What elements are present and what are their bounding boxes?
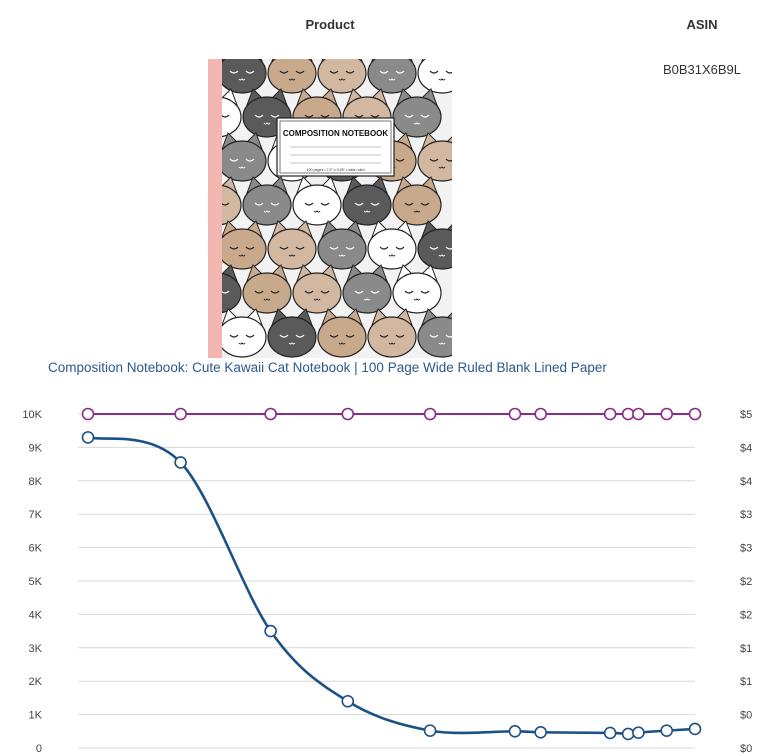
cat-face (217, 308, 267, 358)
cat-face (417, 132, 452, 182)
cover-label-box: COMPOSITION NOTEBOOK 100 pages • 7.5" x … (276, 117, 395, 177)
chart-grid (78, 413, 695, 749)
data-point[interactable] (688, 722, 702, 736)
asin-value: B0B31X6B9L (662, 62, 742, 77)
left-tick-label: 3K (29, 643, 43, 655)
right-tick-label: $3 (740, 509, 752, 521)
data-point[interactable] (508, 724, 522, 738)
right-tick-label: $3 (740, 543, 752, 555)
cat-face (242, 264, 292, 314)
column-header-asin: ASIN (686, 17, 718, 32)
data-point[interactable] (508, 407, 522, 421)
series-line (87, 436, 696, 736)
cat-face (367, 220, 417, 270)
cat-face (267, 308, 317, 358)
cat-face (417, 220, 452, 270)
data-point[interactable] (81, 407, 95, 421)
data-point[interactable] (688, 407, 702, 421)
cat-face (242, 176, 292, 226)
data-point[interactable] (632, 726, 645, 739)
left-tick-label: 5K (29, 576, 43, 588)
cat-face (367, 59, 417, 94)
cat-face (417, 59, 452, 94)
data-point[interactable] (423, 407, 437, 421)
cat-face (417, 308, 452, 358)
cat-face (317, 59, 367, 94)
data-point[interactable] (264, 407, 277, 421)
series-price (81, 407, 702, 421)
cat-face (267, 59, 317, 94)
left-tick-label: 9K (29, 442, 43, 454)
product-title-link[interactable]: Composition Notebook: Cute Kawaii Cat No… (48, 360, 607, 375)
series-rank (81, 431, 702, 741)
cat-face (342, 264, 392, 314)
data-point[interactable] (264, 624, 277, 638)
product-cover-image[interactable]: COMPOSITION NOTEBOOK 100 pages • 7.5" x … (208, 59, 452, 358)
left-tick-label: 10K (22, 409, 42, 421)
cover-sublabel-text: 100 pages • 7.5" x 9.25" • wide ruled (306, 168, 364, 172)
data-point[interactable] (660, 407, 674, 421)
cover-spine (208, 59, 222, 358)
right-tick-label: $0 (740, 710, 752, 722)
data-point[interactable] (621, 407, 635, 421)
data-point[interactable] (341, 407, 355, 421)
left-tick-label: 6K (29, 543, 43, 555)
data-point[interactable] (81, 431, 95, 444)
chart-series (81, 407, 702, 741)
left-tick-label: 2K (29, 676, 43, 688)
right-tick-label: $1 (740, 676, 752, 688)
left-tick-label: 1K (29, 710, 43, 722)
cat-face (342, 176, 392, 226)
cat-face (367, 308, 417, 358)
cat-face (392, 264, 442, 314)
right-tick-label: $4 (740, 442, 752, 454)
right-tick-label: $1 (740, 643, 752, 655)
data-point[interactable] (621, 727, 635, 741)
cat-face (292, 176, 342, 226)
left-tick-label: 0 (36, 743, 42, 755)
data-point[interactable] (603, 407, 617, 421)
data-point[interactable] (603, 726, 617, 740)
data-point[interactable] (660, 724, 674, 737)
cat-face (392, 88, 442, 138)
cover-artwork: COMPOSITION NOTEBOOK 100 pages • 7.5" x … (208, 59, 452, 358)
data-point[interactable] (341, 694, 355, 708)
data-point[interactable] (534, 726, 547, 739)
right-tick-label: $4 (740, 476, 752, 488)
left-tick-label: 7K (29, 509, 43, 521)
left-axis-ticks: 0 1K 2K 3K 4K 5K 6K 7K 8K 9K 10K (22, 409, 42, 755)
left-tick-label: 4K (29, 609, 43, 621)
left-tick-label: 8K (29, 476, 43, 488)
right-axis-ticks: $0 $0 $1 $1 $2 $2 $3 $3 $4 $4 $5 (740, 409, 752, 755)
data-point[interactable] (174, 456, 187, 469)
cover-label-text: COMPOSITION NOTEBOOK (283, 129, 389, 138)
right-tick-label: $0 (740, 743, 752, 755)
right-tick-label: $2 (740, 609, 752, 621)
data-point[interactable] (174, 407, 187, 421)
cat-face (217, 59, 267, 94)
cat-face (392, 176, 442, 226)
right-tick-label: $5 (740, 409, 752, 421)
data-point[interactable] (423, 724, 437, 737)
column-header-product: Product (305, 17, 355, 32)
data-point[interactable] (534, 407, 547, 421)
cat-face (292, 264, 342, 314)
right-tick-label: $2 (740, 576, 752, 588)
cat-face (267, 220, 317, 270)
cat-face (317, 308, 367, 358)
cat-face (317, 220, 367, 270)
data-point[interactable] (632, 407, 645, 421)
